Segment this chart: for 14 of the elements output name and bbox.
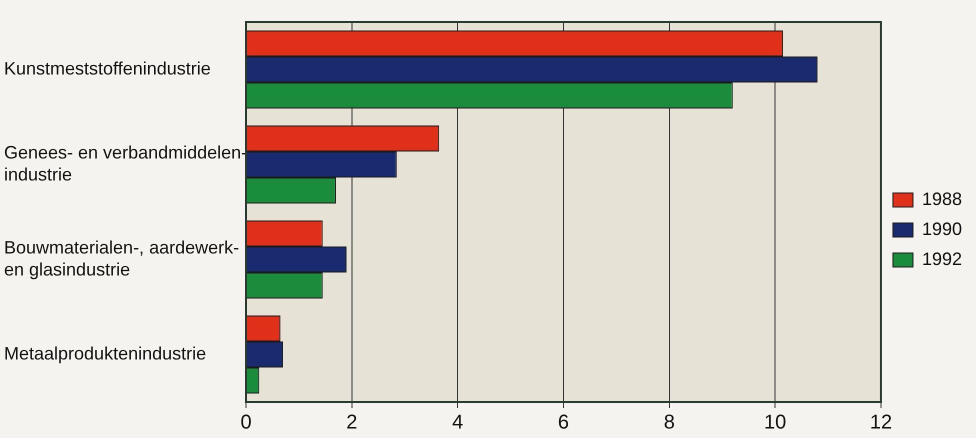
y-tick-label: Metaalproduktenindustrie <box>4 343 206 364</box>
y-tick-label: Kunstmeststoffenindustrie <box>4 58 211 78</box>
legend-label: 1990 <box>922 218 962 239</box>
x-tick-label: 2 <box>346 412 358 434</box>
legend-label: 1992 <box>922 248 962 269</box>
y-tick-label: Bouwmaterialen-, aardewerk- en glasindustrie <box>4 238 240 280</box>
legend-label: 1988 <box>922 188 962 209</box>
x-tick-label: 12 <box>870 412 892 434</box>
x-tick-label: 4 <box>452 412 464 434</box>
x-tick-label: 6 <box>558 412 570 434</box>
y-tick-label: Genees- en verbandmiddelen- industrie <box>4 142 248 184</box>
x-tick-label: 8 <box>664 412 675 434</box>
x-tick-label: 0 <box>240 412 252 434</box>
x-tick-label: 10 <box>764 412 786 434</box>
